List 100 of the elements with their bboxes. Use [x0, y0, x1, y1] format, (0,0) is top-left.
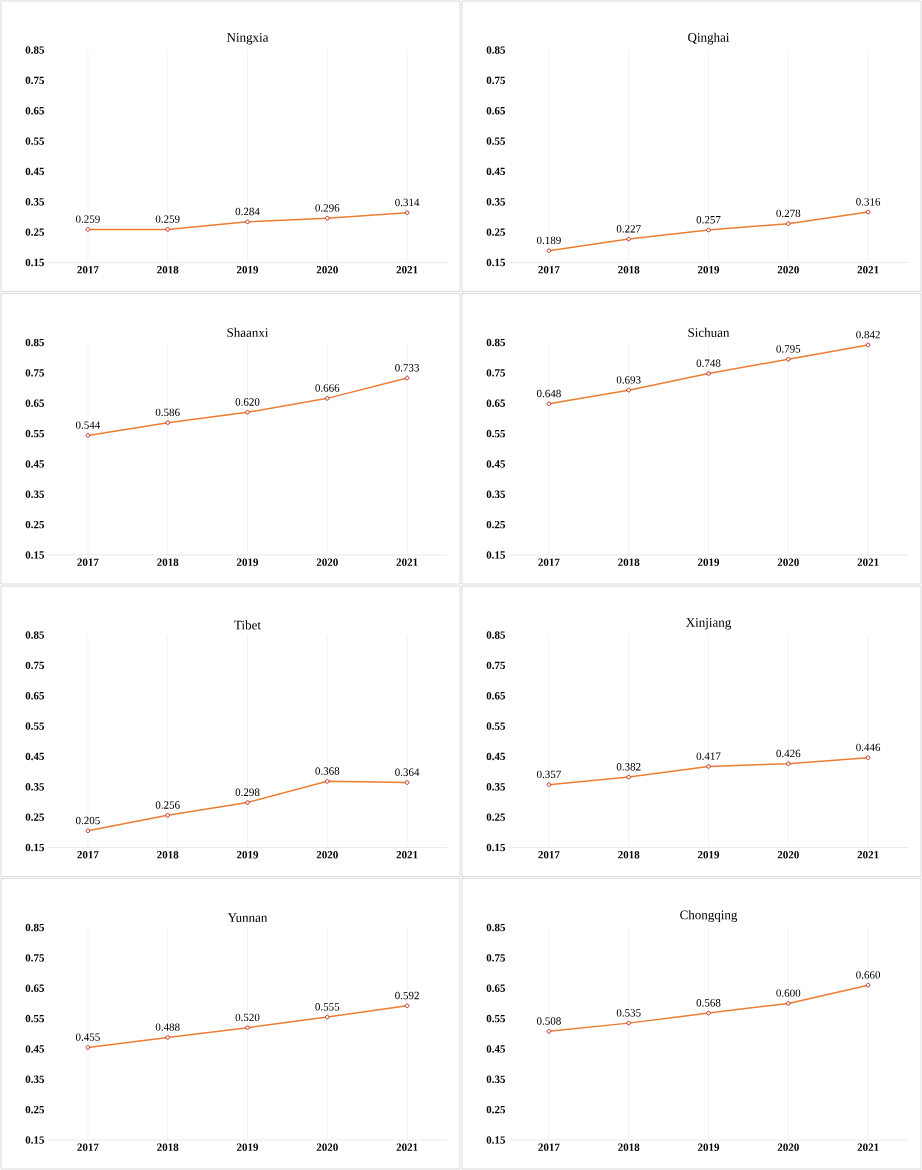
data-label: 0.426	[776, 749, 801, 758]
data-label: 0.298	[235, 788, 260, 797]
chart-title: Qinghai	[688, 32, 730, 45]
y-tick-label: 0.65	[25, 984, 45, 992]
y-tick-label: 0.85	[25, 46, 45, 54]
x-tick-label: 2020	[316, 1143, 338, 1151]
y-tick-label: 0.75	[25, 954, 45, 962]
x-tick-label: 2019	[697, 1143, 720, 1151]
y-tick-label: 0.45	[486, 752, 506, 761]
data-label: 0.660	[856, 971, 881, 979]
y-tick-label: 0.25	[486, 1105, 506, 1114]
chart-title: Yunnan	[227, 913, 268, 922]
y-tick-label: 0.25	[25, 520, 45, 529]
data-label: 0.189	[536, 236, 561, 245]
x-tick-label: 2019	[697, 851, 720, 859]
x-tick-label: 2018	[618, 558, 640, 566]
x-tick-label: 2018	[618, 1143, 640, 1151]
x-tick-label: 2021	[857, 558, 879, 566]
y-tick-label: 0.85	[486, 338, 506, 347]
data-label: 0.592	[395, 991, 419, 1000]
x-tick-label: 2021	[396, 851, 418, 859]
chart-title: Ningxia	[226, 33, 269, 45]
x-tick-label: 2021	[857, 851, 879, 859]
y-tick-label: 0.75	[486, 661, 506, 670]
x-tick-label: 2017	[77, 266, 99, 274]
chart-title: Shaanxi	[227, 327, 269, 337]
data-label: 0.205	[75, 816, 100, 825]
data-label: 0.296	[315, 204, 340, 212]
y-tick-label: 0.55	[25, 137, 45, 145]
y-tick-label: 0.55	[486, 429, 506, 438]
x-tick-label: 2020	[777, 851, 799, 859]
data-label: 0.284	[235, 207, 260, 216]
x-tick-label: 2017	[538, 1143, 560, 1151]
y-tick-label: 0.35	[25, 783, 45, 791]
data-label: 0.600	[776, 989, 801, 997]
y-tick-label: 0.55	[25, 1014, 45, 1023]
x-tick-label: 2020	[777, 266, 799, 274]
y-tick-label: 0.85	[25, 923, 45, 932]
y-tick-label: 0.35	[486, 198, 506, 206]
data-label: 0.535	[616, 1009, 641, 1017]
y-tick-label: 0.65	[486, 691, 506, 700]
x-tick-label: 2019	[697, 558, 720, 566]
x-tick-label: 2018	[157, 558, 179, 566]
data-label: 0.648	[536, 389, 561, 398]
x-tick-label: 2020	[316, 558, 338, 566]
data-label: 0.259	[155, 215, 180, 223]
y-tick-label: 0.65	[486, 984, 506, 992]
x-tick-label: 2019	[236, 266, 259, 274]
y-tick-label: 0.85	[486, 46, 506, 54]
y-tick-label: 0.15	[25, 551, 45, 559]
x-tick-label: 2020	[316, 266, 338, 274]
data-label: 0.508	[536, 1017, 561, 1025]
y-tick-label: 0.75	[486, 76, 506, 85]
data-label: 0.417	[696, 752, 721, 760]
y-tick-label: 0.25	[25, 228, 45, 236]
y-tick-label: 0.45	[486, 167, 506, 176]
chart-title: Xinjiang	[686, 618, 732, 630]
y-tick-label: 0.25	[25, 1105, 45, 1114]
data-label: 0.446	[856, 743, 881, 752]
y-tick-label: 0.35	[25, 198, 45, 206]
y-tick-label: 0.25	[486, 813, 506, 821]
y-tick-label: 0.65	[486, 106, 506, 115]
y-tick-label: 0.85	[25, 338, 45, 347]
x-tick-label: 2018	[618, 851, 640, 859]
data-label: 0.488	[155, 1023, 180, 1031]
data-label: 0.568	[696, 999, 721, 1007]
y-tick-label: 0.55	[486, 1014, 506, 1023]
x-tick-label: 2017	[77, 558, 99, 566]
x-tick-label: 2021	[396, 1143, 418, 1151]
data-label: 0.748	[696, 359, 721, 367]
y-tick-label: 0.15	[486, 843, 506, 852]
y-tick-label: 0.85	[486, 631, 506, 639]
x-tick-label: 2018	[157, 1143, 179, 1151]
data-label: 0.364	[395, 768, 420, 776]
y-tick-label: 0.75	[25, 661, 45, 670]
x-tick-label: 2019	[236, 851, 259, 859]
x-tick-label: 2020	[777, 1143, 799, 1151]
y-tick-label: 0.65	[25, 399, 45, 407]
y-tick-label: 0.55	[486, 722, 506, 730]
y-tick-label: 0.45	[25, 1045, 45, 1053]
x-tick-label: 2021	[396, 558, 418, 566]
data-label: 0.666	[315, 384, 340, 392]
data-label: 0.586	[155, 408, 180, 417]
y-tick-label: 0.35	[25, 490, 45, 499]
data-label: 0.227	[616, 225, 641, 233]
data-label: 0.795	[776, 345, 801, 353]
y-tick-label: 0.35	[486, 490, 506, 499]
data-label: 0.257	[696, 216, 721, 224]
y-tick-label: 0.35	[25, 1075, 45, 1084]
x-tick-label: 2017	[77, 1143, 99, 1151]
data-label: 0.368	[315, 767, 340, 775]
data-label: 0.555	[315, 1003, 340, 1011]
y-tick-label: 0.25	[486, 520, 506, 529]
y-tick-label: 0.45	[486, 460, 506, 468]
data-label: 0.693	[616, 376, 641, 384]
data-label: 0.259	[75, 215, 100, 223]
y-tick-label: 0.45	[25, 752, 45, 761]
y-tick-label: 0.85	[486, 923, 506, 932]
y-tick-label: 0.15	[486, 1136, 506, 1144]
data-label: 0.382	[616, 763, 641, 771]
